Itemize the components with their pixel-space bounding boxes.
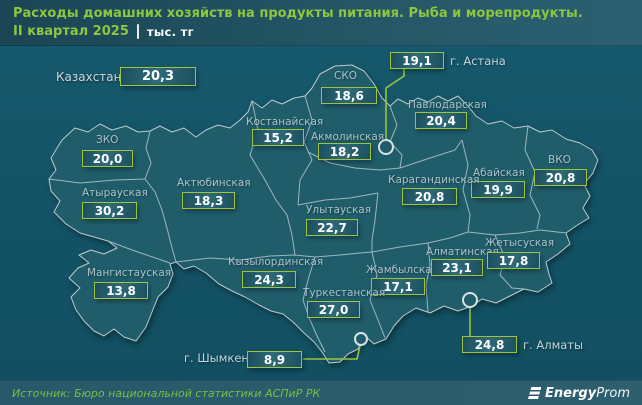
logo-energy: Energy xyxy=(545,385,597,401)
energyprom-logo-icon xyxy=(528,387,542,399)
label-zko: ЗКО xyxy=(96,134,119,146)
label-akmola: Акмолинская xyxy=(311,131,385,143)
label-mangystau: Мангистауская xyxy=(87,267,172,279)
value-badge-zko: 20,0 xyxy=(82,150,133,167)
astana-callout-line xyxy=(385,69,405,140)
value-badge-sko: 18,6 xyxy=(321,87,377,104)
label-turkestan: Туркестанская xyxy=(303,287,386,299)
header: Расходы домашних хозяйств на продукты пи… xyxy=(0,0,642,46)
label-kostanay: Костанайская xyxy=(246,116,324,128)
value-badge-shymkent: 8,9 xyxy=(247,351,302,368)
label-zhetysu: Жетысуская xyxy=(485,237,555,249)
label-almaty-region: Алматинская xyxy=(426,246,499,258)
value-badge-zhetysu: 17,8 xyxy=(487,252,540,269)
value-badge-zhambyl: 17,1 xyxy=(371,278,425,295)
unit-label: тыс. тг xyxy=(146,24,194,39)
label-atyrau: Атырауская xyxy=(82,187,148,199)
energyprom-logo-text: EnergyProm xyxy=(545,386,630,401)
label-aktobe: Актюбинская xyxy=(177,177,251,189)
country-outline xyxy=(48,64,599,364)
value-badge-abay: 19,9 xyxy=(471,181,525,198)
label-zhambyl: Жамбылская xyxy=(366,264,439,276)
value-badge-pavlodar: 20,4 xyxy=(415,112,467,129)
label-astana: г. Астана xyxy=(450,54,506,68)
label-kazakhstan: Казахстан xyxy=(56,70,122,84)
label-abay: Абайская xyxy=(473,167,525,179)
footer: Источник: Бюро национальной статистики А… xyxy=(0,380,642,405)
label-pavlodar: Павлодарская xyxy=(408,99,487,111)
divider xyxy=(136,24,139,39)
value-badge-turkestan: 27,0 xyxy=(307,301,360,318)
value-badge-ulytau: 22,7 xyxy=(306,219,358,236)
value-badge-karaganda: 20,8 xyxy=(402,188,457,205)
value-badge-astana: 19,1 xyxy=(390,52,444,69)
label-karaganda: Карагандинская xyxy=(388,174,480,186)
value-badge-mangystau: 13,8 xyxy=(94,282,148,299)
value-badge-kazakhstan: 20,3 xyxy=(120,67,196,86)
value-badge-kostanay: 15,2 xyxy=(252,129,304,146)
subtitle-row: II квартал 2025 тыс. тг xyxy=(13,24,632,39)
label-almaty-city: г. Алматы xyxy=(523,338,584,352)
label-vko: ВКО xyxy=(548,154,571,166)
value-badge-akmola: 18,2 xyxy=(318,143,371,160)
label-ulytau: Улытауская xyxy=(306,204,372,216)
value-badge-aktobe: 18,3 xyxy=(182,192,235,209)
shymkent-city-marker xyxy=(354,332,368,346)
label-shymkent: г. Шымкент xyxy=(184,351,256,365)
label-sko: СКО xyxy=(334,70,358,82)
source-text: Источник: Бюро национальной статистики А… xyxy=(12,386,321,400)
label-kyzylorda: Кызылординская xyxy=(228,256,324,268)
energyprom-logo: EnergyProm xyxy=(524,385,630,401)
value-badge-almaty-region: 23,1 xyxy=(431,259,483,276)
value-badge-almaty-city: 24,8 xyxy=(462,336,517,353)
value-badge-atyrau: 30,2 xyxy=(82,202,137,219)
page-title: Расходы домашних хозяйств на продукты пи… xyxy=(13,6,583,21)
value-badge-vko: 20,8 xyxy=(534,169,587,186)
period-label: II квартал 2025 xyxy=(13,24,129,39)
value-badge-kyzylorda: 24,3 xyxy=(242,271,296,288)
logo-prom: Prom xyxy=(596,385,630,401)
shymkent-callout-line xyxy=(303,345,361,360)
astana-city-marker xyxy=(378,139,394,155)
almaty-city-marker xyxy=(462,292,478,308)
